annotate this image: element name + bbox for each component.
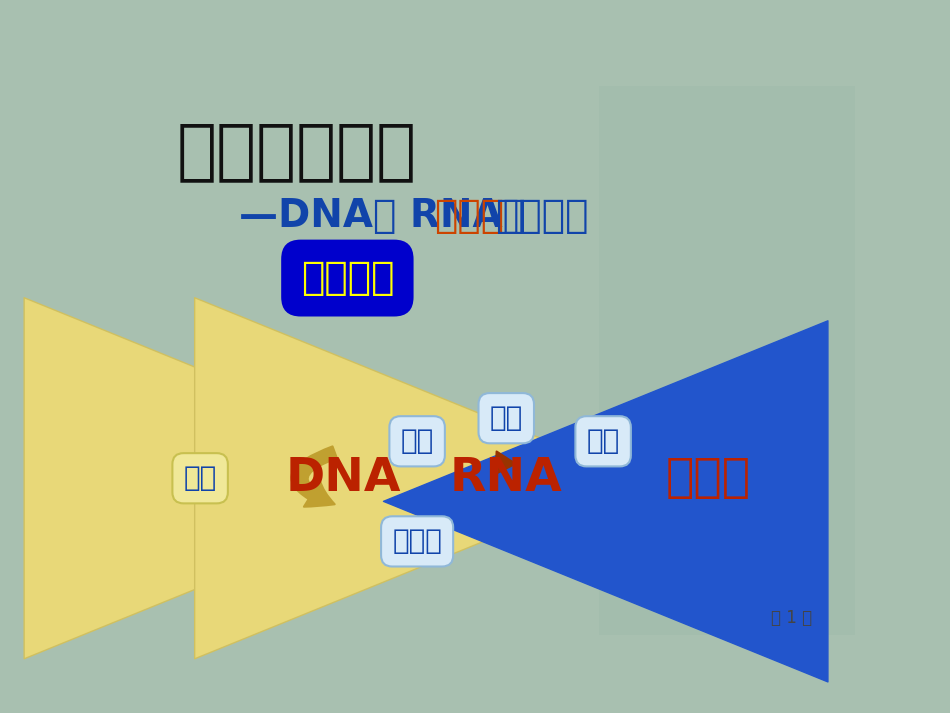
Text: 生物合成: 生物合成 (495, 198, 588, 235)
Text: 中心法则: 中心法则 (300, 259, 394, 297)
Text: DNA: DNA (286, 456, 401, 501)
Text: —DNA、 RNA、: —DNA、 RNA、 (238, 198, 540, 235)
Text: 翻译: 翻译 (586, 427, 619, 456)
FancyArrowPatch shape (292, 446, 337, 507)
Text: 遗传信息传递: 遗传信息传递 (177, 118, 417, 184)
Text: 蛋白质: 蛋白质 (665, 456, 751, 501)
Text: 复制: 复制 (183, 464, 217, 492)
FancyBboxPatch shape (599, 86, 855, 635)
FancyArrowPatch shape (496, 451, 515, 474)
Text: 第 1 页: 第 1 页 (771, 610, 812, 627)
Text: 复制: 复制 (489, 404, 522, 432)
Text: 逆转录: 逆转录 (392, 528, 442, 555)
Text: RNA: RNA (450, 456, 562, 501)
Text: 蛋白质: 蛋白质 (434, 198, 504, 235)
Text: 转录: 转录 (401, 427, 434, 456)
